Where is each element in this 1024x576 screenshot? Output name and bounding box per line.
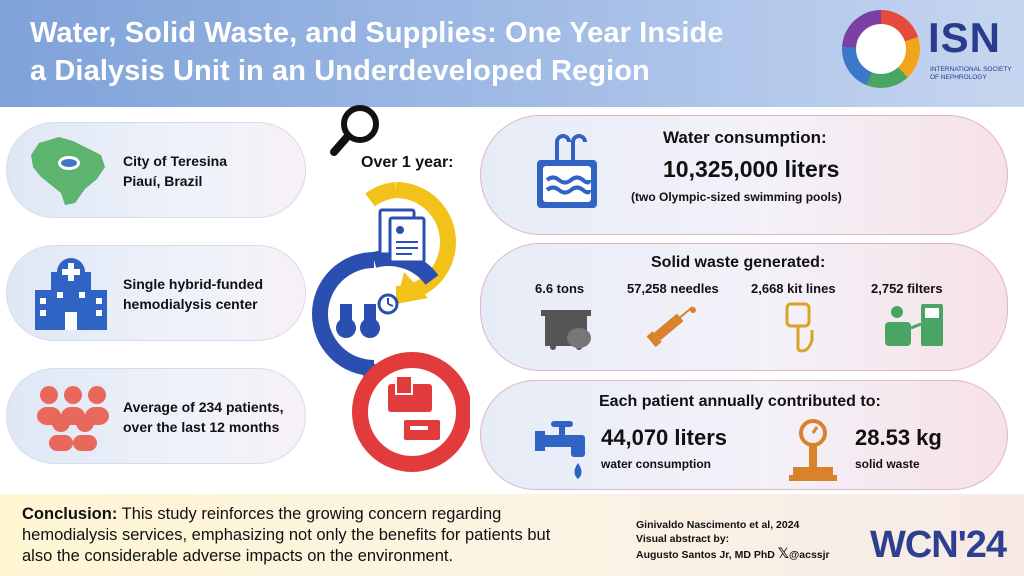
brazil-map-icon bbox=[31, 137, 105, 205]
x-logo-icon: 𝕏 bbox=[777, 545, 790, 561]
isn-sub-line-1: INTERNATIONAL SOCIETY bbox=[930, 66, 1012, 73]
waste-heading: Solid waste generated: bbox=[651, 254, 826, 271]
binoculars-icon bbox=[336, 293, 399, 338]
people-group-icon bbox=[37, 386, 109, 451]
iv-bag-icon bbox=[785, 302, 814, 353]
patients-card: Average of 234 patients, over the last 1… bbox=[6, 368, 306, 464]
over-year-label: Over 1 year: bbox=[361, 154, 454, 171]
waste-kitlines-label: 2,668 kit lines bbox=[751, 281, 836, 296]
wcn-logo: WCN'24 bbox=[870, 524, 1007, 566]
blue-ring-arc bbox=[312, 252, 375, 376]
water-value: 10,325,000 liters bbox=[663, 156, 840, 182]
trash-bin-icon bbox=[541, 310, 591, 350]
patient-water-label: water consumption bbox=[601, 457, 712, 471]
credits: Ginivaldo Nascimento et al, 2024 Visual … bbox=[636, 518, 830, 562]
waste-needles-label: 57,258 needles bbox=[627, 281, 719, 296]
location-text: City of Teresina Piauí, Brazil bbox=[123, 151, 227, 191]
water-note: (two Olympic-sized swimming pools) bbox=[631, 190, 842, 204]
isn-logo: ISN INTERNATIONAL SOCIETY OF NEPHROLOGY bbox=[842, 10, 1020, 90]
location-card: City of Teresina Piauí, Brazil bbox=[6, 122, 306, 218]
waste-filters-label: 2,752 filters bbox=[871, 281, 943, 296]
water-card: Water consumption: 10,325,000 liters (tw… bbox=[480, 115, 1008, 235]
per-patient-card: Each patient annually contributed to: 44… bbox=[480, 380, 1008, 490]
header-banner: Water, Solid Waste, and Supplies: One Ye… bbox=[0, 0, 1024, 107]
conclusion: Conclusion: This study reinforces the gr… bbox=[22, 504, 582, 567]
center-line-2: hemodialysis center bbox=[123, 296, 258, 312]
location-state: Piauí, Brazil bbox=[123, 173, 203, 189]
conclusion-label: Conclusion: bbox=[22, 505, 118, 523]
per-patient-heading: Each patient annually contributed to: bbox=[599, 393, 881, 410]
center-card: Single hybrid-funded hemodialysis center bbox=[6, 245, 306, 341]
citation: Ginivaldo Nascimento et al, 2024 bbox=[636, 519, 800, 531]
waste-tons-label: 6.6 tons bbox=[535, 281, 585, 296]
footer: Conclusion: This study reinforces the gr… bbox=[0, 494, 1024, 576]
author-handle: @acssjr bbox=[789, 549, 830, 561]
author-line: Augusto Santos Jr, MD PhD 𝕏@acssjr bbox=[636, 546, 830, 562]
patients-line-1: Average of 234 patients, bbox=[123, 399, 284, 415]
yellow-arrow-head bbox=[396, 272, 428, 304]
location-city: City of Teresina bbox=[123, 153, 227, 169]
swimming-pool-icon bbox=[537, 134, 597, 208]
red-ring bbox=[352, 352, 470, 472]
magnifier-icon bbox=[330, 105, 379, 156]
patients-line-2: over the last 12 months bbox=[123, 419, 280, 435]
documents-icon bbox=[378, 208, 426, 264]
solid-waste-card: Solid waste generated: 6.6 tons 57,258 n… bbox=[480, 243, 1008, 371]
payment-icon bbox=[388, 375, 440, 440]
conclusion-text: This study reinforces the growing concer… bbox=[22, 505, 551, 565]
title-line-1: Water, Solid Waste, and Supplies: One Ye… bbox=[30, 17, 724, 49]
patient-waste-value: 28.53 kg bbox=[855, 425, 942, 450]
patient-waste-label: solid waste bbox=[855, 457, 920, 471]
water-tap-icon bbox=[535, 421, 585, 479]
syringe-icon bbox=[646, 306, 696, 348]
visual-by-label: Visual abstract by: bbox=[636, 533, 730, 545]
isn-logo-subtitle: INTERNATIONAL SOCIETY OF NEPHROLOGY bbox=[930, 66, 1020, 82]
water-heading: Water consumption: bbox=[663, 128, 827, 147]
center-line-1: Single hybrid-funded bbox=[123, 276, 263, 292]
isn-sub-line-2: OF NEPHROLOGY bbox=[930, 74, 987, 81]
dialysis-machine-icon bbox=[885, 304, 943, 346]
weighing-scale-icon bbox=[789, 419, 837, 481]
isn-logo-circle-icon bbox=[842, 10, 920, 88]
isn-logo-text: ISN bbox=[928, 14, 1002, 61]
title-line-2: a Dialysis Unit in an Underdeveloped Reg… bbox=[30, 55, 650, 87]
center-text: Single hybrid-funded hemodialysis center bbox=[123, 274, 263, 314]
cycle-diagram bbox=[312, 182, 470, 472]
patient-water-value: 44,070 liters bbox=[601, 425, 727, 450]
patients-text: Average of 234 patients, over the last 1… bbox=[123, 397, 284, 437]
page-title: Water, Solid Waste, and Supplies: One Ye… bbox=[30, 14, 790, 90]
hospital-icon bbox=[35, 258, 107, 330]
author-name: Augusto Santos Jr, MD PhD bbox=[636, 549, 775, 561]
